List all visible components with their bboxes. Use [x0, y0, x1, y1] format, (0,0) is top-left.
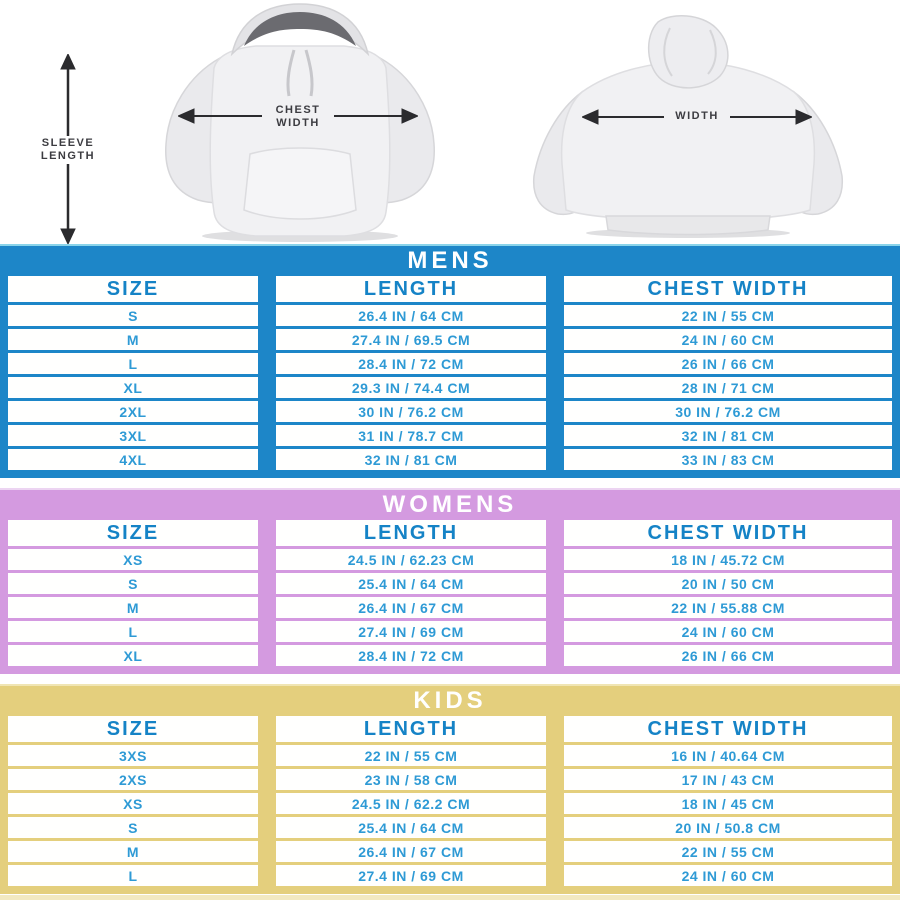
hoodie-back-image — [532, 15, 844, 238]
bottom-accent-strip — [0, 895, 900, 900]
chest-width-cell: 20 IN / 50.8 CM — [564, 817, 892, 838]
size-cell: S — [8, 817, 258, 838]
length-cell: 25.4 IN / 64 CM — [276, 817, 546, 838]
chest-width-cell: 33 IN / 83 CM — [564, 449, 892, 470]
size-cell: M — [8, 329, 258, 350]
table-body: XS 24.5 IN / 62.23 CM 18 IN / 45.72 CM S 25.… — [8, 549, 892, 666]
length-cell: 26.4 IN / 67 CM — [276, 841, 546, 862]
size-cell: XL — [8, 645, 258, 666]
length-cell: 25.4 IN / 64 CM — [276, 573, 546, 594]
size-cell: 3XS — [8, 745, 258, 766]
length-cell: 27.4 IN / 69.5 CM — [276, 329, 546, 350]
size-cell: S — [8, 305, 258, 326]
column-header-cell: CHEST WIDTH — [564, 276, 892, 302]
length-cell: 26.4 IN / 64 CM — [276, 305, 546, 326]
chest-width-cell: 22 IN / 55 CM — [564, 305, 892, 326]
table-title: KIDS — [413, 687, 487, 714]
column-header-cell: LENGTH — [276, 716, 546, 742]
column-header-cell: SIZE — [8, 716, 258, 742]
chest-width-cell: 32 IN / 81 CM — [564, 425, 892, 446]
sleeve-length-label: SLEEVE LENGTH — [28, 136, 108, 164]
size-cell: 4XL — [8, 449, 258, 470]
length-cell: 27.4 IN / 69 CM — [276, 865, 546, 886]
length-cell: 31 IN / 78.7 CM — [276, 425, 546, 446]
chest-width-cell: 18 IN / 45 CM — [564, 793, 892, 814]
length-cell: 24.5 IN / 62.2 CM — [276, 793, 546, 814]
womens-size-table: WOMENS SIZE LENGTH CHEST WIDTH XS 24.5 IN /… — [0, 488, 900, 674]
length-cell: 32 IN / 81 CM — [276, 449, 546, 470]
chest-width-arrow: CHEST WIDTH — [178, 103, 418, 129]
chest-width-cell: 17 IN / 43 CM — [564, 769, 892, 790]
column-header-cell: CHEST WIDTH — [564, 716, 892, 742]
table-header-row: SIZE LENGTH CHEST WIDTH — [8, 520, 892, 546]
table-header-row: SIZE LENGTH CHEST WIDTH — [8, 276, 892, 302]
back-width-arrow: WIDTH — [582, 104, 812, 130]
back-width-arrow-line — [582, 109, 812, 125]
size-cell: L — [8, 865, 258, 886]
chest-width-cell: 28 IN / 71 CM — [564, 377, 892, 398]
table-title: MENS — [407, 247, 493, 274]
size-cell: 2XL — [8, 401, 258, 422]
chest-width-cell: 18 IN / 45.72 CM — [564, 549, 892, 570]
length-cell: 22 IN / 55 CM — [276, 745, 546, 766]
length-cell: 27.4 IN / 69 CM — [276, 621, 546, 642]
chest-width-cell: 30 IN / 76.2 CM — [564, 401, 892, 422]
size-cell: XS — [8, 549, 258, 570]
table-body: S 26.4 IN / 64 CM 22 IN / 55 CM M 27.4 IN / … — [8, 305, 892, 470]
chest-width-cell: 22 IN / 55 CM — [564, 841, 892, 862]
length-cell: 29.3 IN / 74.4 CM — [276, 377, 546, 398]
chest-width-label: CHEST WIDTH — [275, 104, 321, 129]
size-cell: XS — [8, 793, 258, 814]
size-cell: S — [8, 573, 258, 594]
length-cell: 26.4 IN / 67 CM — [276, 597, 546, 618]
length-cell: 28.4 IN / 72 CM — [276, 645, 546, 666]
column-header-cell: SIZE — [8, 276, 258, 302]
length-cell: 24.5 IN / 62.23 CM — [276, 549, 546, 570]
kids-size-table: KIDS SIZE LENGTH CHEST WIDTH 3XS 22 IN / 55… — [0, 684, 900, 894]
column-header-cell: CHEST WIDTH — [564, 520, 892, 546]
table-title: WOMENS — [382, 491, 518, 518]
chest-width-cell: 26 IN / 66 CM — [564, 353, 892, 374]
chest-width-cell: 22 IN / 55.88 CM — [564, 597, 892, 618]
chest-width-cell: 24 IN / 60 CM — [564, 329, 892, 350]
length-cell: 23 IN / 58 CM — [276, 769, 546, 790]
length-cell: 30 IN / 76.2 CM — [276, 401, 546, 422]
size-cell: L — [8, 353, 258, 374]
chest-width-cell: 16 IN / 40.64 CM — [564, 745, 892, 766]
length-cell: 28.4 IN / 72 CM — [276, 353, 546, 374]
chest-width-cell: 26 IN / 66 CM — [564, 645, 892, 666]
size-cell: M — [8, 841, 258, 862]
chest-width-arrow-line — [178, 108, 418, 124]
size-cell: 2XS — [8, 769, 258, 790]
table-body: 3XS 22 IN / 55 CM 16 IN / 40.64 CM 2XS 23 IN… — [8, 745, 892, 886]
hoodie-front-image — [165, 3, 435, 242]
mens-size-table: MENS SIZE LENGTH CHEST WIDTH S 26.4 IN / 64… — [0, 244, 900, 478]
column-header-cell: LENGTH — [276, 276, 546, 302]
chest-width-cell: 24 IN / 60 CM — [564, 865, 892, 886]
size-cell: XL — [8, 377, 258, 398]
column-header-cell: LENGTH — [276, 520, 546, 546]
column-header-cell: SIZE — [8, 520, 258, 546]
measurement-diagram: SLEEVE LENGTH CHEST WIDTH WIDTH — [0, 0, 900, 244]
size-cell: M — [8, 597, 258, 618]
size-cell: L — [8, 621, 258, 642]
chest-width-cell: 24 IN / 60 CM — [564, 621, 892, 642]
table-header-row: SIZE LENGTH CHEST WIDTH — [8, 716, 892, 742]
back-width-label: WIDTH — [675, 110, 719, 122]
chest-width-cell: 20 IN / 50 CM — [564, 573, 892, 594]
size-cell: 3XL — [8, 425, 258, 446]
